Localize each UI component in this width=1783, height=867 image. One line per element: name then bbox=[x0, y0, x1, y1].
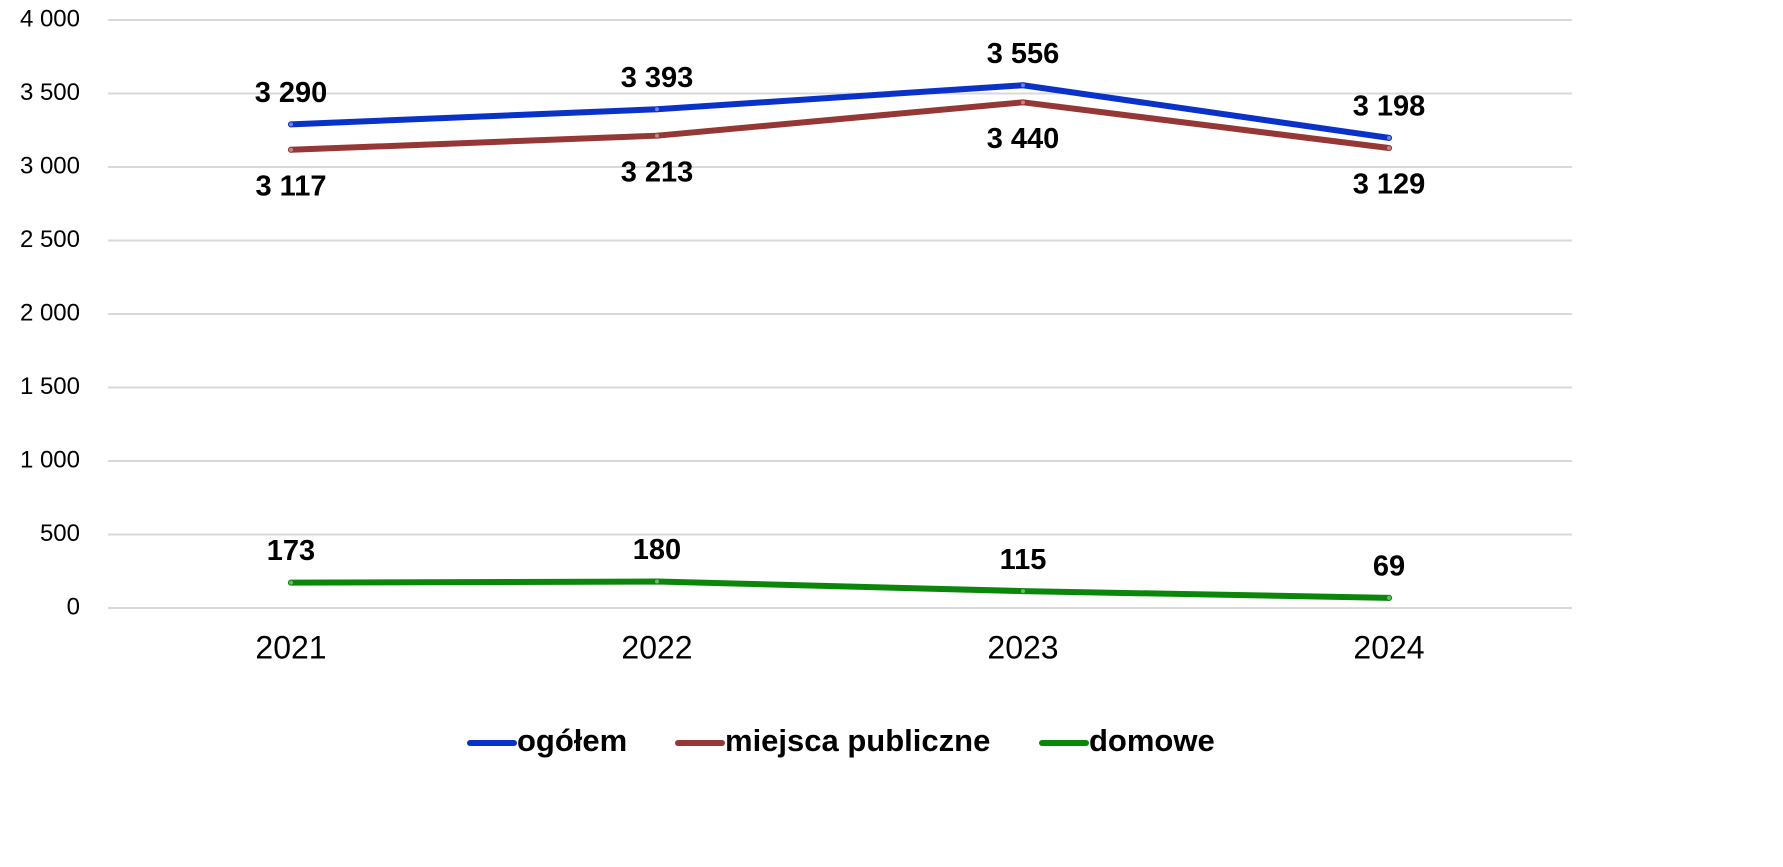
legend-label: domowe bbox=[1089, 723, 1215, 758]
data-point bbox=[288, 579, 294, 586]
data-label: 3 440 bbox=[987, 123, 1060, 155]
series-line bbox=[288, 99, 1392, 153]
data-point bbox=[654, 578, 660, 585]
data-point bbox=[1386, 594, 1392, 601]
data-label: 115 bbox=[1000, 544, 1047, 576]
data-label: 3 393 bbox=[621, 62, 694, 94]
y-tick-label: 1 000 bbox=[20, 446, 80, 473]
data-point bbox=[1386, 134, 1392, 141]
data-label: 3 198 bbox=[1353, 91, 1426, 123]
data-label: 180 bbox=[633, 534, 681, 566]
series-line bbox=[288, 82, 1392, 141]
data-point bbox=[1020, 99, 1026, 106]
y-tick-label: 2 000 bbox=[20, 299, 80, 326]
series-line bbox=[288, 578, 1392, 601]
y-tick-label: 3 500 bbox=[20, 79, 80, 106]
data-label: 3 556 bbox=[987, 38, 1060, 70]
y-tick-label: 500 bbox=[40, 520, 80, 547]
y-tick-label: 1 500 bbox=[20, 373, 80, 400]
data-point bbox=[1020, 588, 1026, 595]
data-point bbox=[1386, 145, 1392, 152]
x-tick-label: 2023 bbox=[987, 629, 1058, 665]
data-label: 3 129 bbox=[1353, 169, 1426, 201]
data-point bbox=[288, 121, 294, 128]
data-point bbox=[1020, 82, 1026, 89]
data-label: 173 bbox=[267, 535, 315, 567]
x-tick-label: 2021 bbox=[255, 629, 326, 665]
y-tick-label: 2 500 bbox=[20, 226, 80, 253]
data-label: 3 213 bbox=[621, 156, 694, 188]
legend-label: miejsca publiczne bbox=[725, 723, 990, 758]
y-tick-label: 0 bbox=[67, 593, 80, 620]
x-tick-label: 2022 bbox=[621, 629, 692, 665]
x-tick-label: 2024 bbox=[1353, 629, 1424, 665]
legend-label: ogółem bbox=[517, 723, 627, 758]
y-tick-label: 4 000 bbox=[20, 5, 80, 32]
data-label: 69 bbox=[1373, 551, 1405, 583]
data-point bbox=[288, 146, 294, 153]
data-label: 3 117 bbox=[256, 170, 327, 202]
data-label: 3 290 bbox=[255, 77, 328, 109]
y-tick-label: 3 000 bbox=[20, 152, 80, 179]
data-point bbox=[654, 106, 660, 113]
data-point bbox=[654, 132, 660, 139]
